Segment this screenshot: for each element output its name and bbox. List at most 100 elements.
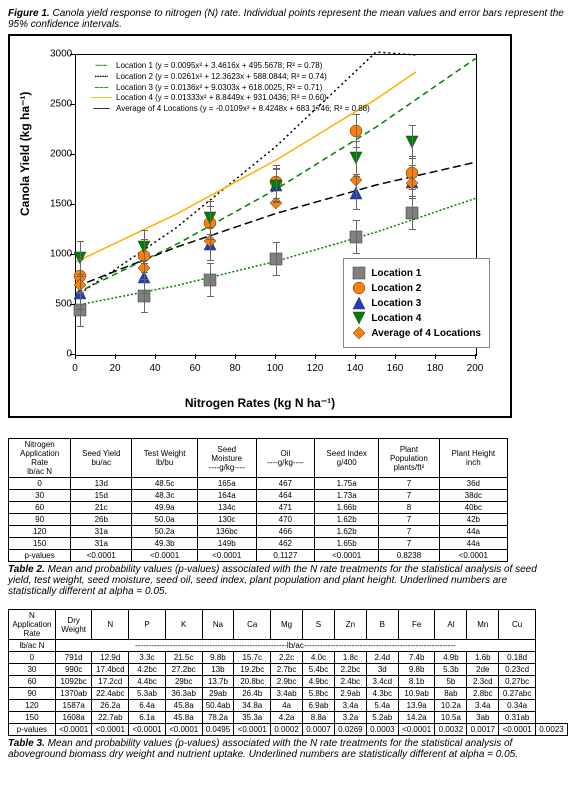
cell: 26b bbox=[71, 514, 132, 526]
cell: 6.1a bbox=[129, 712, 166, 724]
cell: 5b bbox=[435, 676, 467, 688]
cell: 0.0002 bbox=[271, 724, 303, 736]
cell: 7 bbox=[379, 514, 439, 526]
x-tick: 40 bbox=[149, 363, 160, 374]
x-tick: 180 bbox=[427, 363, 444, 374]
cell: 0.0023 bbox=[535, 724, 567, 736]
col-header: P bbox=[129, 610, 166, 640]
cell: 2de bbox=[467, 664, 499, 676]
cell: 462 bbox=[256, 538, 315, 550]
cell: 31a bbox=[71, 526, 132, 538]
table3-caption-text: Mean and probability values (p-values) a… bbox=[8, 738, 518, 760]
col-header: N bbox=[92, 610, 129, 640]
x-tick: 140 bbox=[347, 363, 364, 374]
x-axis-label: Nitrogen Rates (kg N ha⁻¹) bbox=[10, 396, 510, 410]
col-header: B bbox=[366, 610, 398, 640]
legend-marker-row: Location 2 bbox=[352, 281, 481, 295]
y-tick: 0 bbox=[50, 349, 72, 360]
cell: 0 bbox=[9, 478, 71, 490]
cell: 5.8bc bbox=[303, 688, 335, 700]
cell: 7 bbox=[379, 490, 439, 502]
cell: 44a bbox=[439, 526, 507, 538]
cell: 1.65b bbox=[315, 538, 379, 550]
cell: 4a bbox=[271, 700, 303, 712]
cell: 150 bbox=[9, 712, 56, 724]
cell: 9.8b bbox=[202, 652, 234, 664]
y-tick: 500 bbox=[50, 299, 72, 310]
cell: 0.1127 bbox=[256, 550, 315, 562]
cell: 4.2bc bbox=[129, 664, 166, 676]
cell: 0.18d bbox=[499, 652, 536, 664]
cell: 120 bbox=[9, 700, 56, 712]
unit-cell: lb/ac N bbox=[9, 640, 56, 652]
x-tick: 20 bbox=[109, 363, 120, 374]
cell: <0.0001 bbox=[234, 724, 271, 736]
cell: 13b bbox=[202, 664, 234, 676]
cell: 130c bbox=[197, 514, 256, 526]
cell: 13d bbox=[71, 478, 132, 490]
table-row: 3015d48.3c164a4641.73a738dc bbox=[9, 490, 508, 502]
equation-legend: ·······Location 1 (y = 0.0095x² + 3.4616… bbox=[90, 61, 370, 115]
cell: <0.0001 bbox=[92, 724, 129, 736]
cell: 8.8a bbox=[303, 712, 335, 724]
cell: 4.4bc bbox=[129, 676, 166, 688]
figure1-caption: Figure 1. Canola yield response to nitro… bbox=[8, 8, 568, 30]
cell: 78.2a bbox=[202, 712, 234, 724]
cell: <0.0001 bbox=[71, 550, 132, 562]
cell: 14.2a bbox=[398, 712, 435, 724]
col-header: Plant Heightinch bbox=[439, 439, 507, 478]
figure1-caption-text: Canola yield response to nitrogen (N) ra… bbox=[8, 8, 564, 30]
cell: 5.2ab bbox=[366, 712, 398, 724]
col-header: Zn bbox=[334, 610, 366, 640]
table2-caption: Table 2. Mean and probability values (p-… bbox=[8, 564, 548, 597]
cell: 1.8c bbox=[334, 652, 366, 664]
cell: 7 bbox=[379, 526, 439, 538]
col-header: PlantPopulationplants/ft² bbox=[379, 439, 439, 478]
cell: 34.8a bbox=[234, 700, 271, 712]
cell: 165a bbox=[197, 478, 256, 490]
table3: NApplicationRateDryWeightNPKNaCaMgSZnBFe… bbox=[8, 609, 568, 736]
col-header: SeedMoisture----g/kg---- bbox=[197, 439, 256, 478]
cell: 8.1b bbox=[398, 676, 435, 688]
cell: 48.3c bbox=[132, 490, 198, 502]
cell: 30 bbox=[9, 490, 71, 502]
cell: 3.4cd bbox=[366, 676, 398, 688]
cell: 0.34a bbox=[499, 700, 536, 712]
table3-caption: Table 3. Mean and probability values (p-… bbox=[8, 738, 548, 760]
cell: 0.8238 bbox=[379, 550, 439, 562]
cell: 0.27bc bbox=[499, 676, 536, 688]
cell: 150 bbox=[9, 538, 71, 550]
cell: 22.4abc bbox=[92, 688, 129, 700]
cell: 5.3b bbox=[435, 664, 467, 676]
figure1-chart: Canola Yield (kg ha⁻¹) Nitrogen Rates (k… bbox=[8, 34, 512, 418]
cell: 2.9bc bbox=[271, 676, 303, 688]
col-header: Ca bbox=[234, 610, 271, 640]
cell: 6.4a bbox=[129, 700, 166, 712]
table-row: 12031a50.2a136bc4661.62b744a bbox=[9, 526, 508, 538]
x-tick: 160 bbox=[387, 363, 404, 374]
cell: 0.0269 bbox=[334, 724, 366, 736]
cell: 470 bbox=[256, 514, 315, 526]
cell: 2.7bc bbox=[271, 664, 303, 676]
cell: 38dc bbox=[439, 490, 507, 502]
cell: 26.4b bbox=[234, 688, 271, 700]
cell: 5.4bc bbox=[303, 664, 335, 676]
cell: 90 bbox=[9, 688, 56, 700]
cell: 791d bbox=[55, 652, 92, 664]
cell: 3.4a bbox=[334, 700, 366, 712]
cell: 10.9ab bbox=[398, 688, 435, 700]
cell: 90 bbox=[9, 514, 71, 526]
cell: 17.2cd bbox=[92, 676, 129, 688]
cell: 27.2bc bbox=[165, 664, 202, 676]
legend-marker-row: Location 1 bbox=[352, 266, 481, 280]
cell: 4.9b bbox=[435, 652, 467, 664]
cell: 2.9ab bbox=[334, 688, 366, 700]
col-header: Na bbox=[202, 610, 234, 640]
legend-marker-row: Average of 4 Locations bbox=[352, 326, 481, 340]
cell: 5.4a bbox=[366, 700, 398, 712]
x-tick: 120 bbox=[307, 363, 324, 374]
cell: 21.5c bbox=[165, 652, 202, 664]
table-row: 9026b50.0a130c4701.62b742b bbox=[9, 514, 508, 526]
cell: 471 bbox=[256, 502, 315, 514]
cell: 1608a bbox=[55, 712, 92, 724]
